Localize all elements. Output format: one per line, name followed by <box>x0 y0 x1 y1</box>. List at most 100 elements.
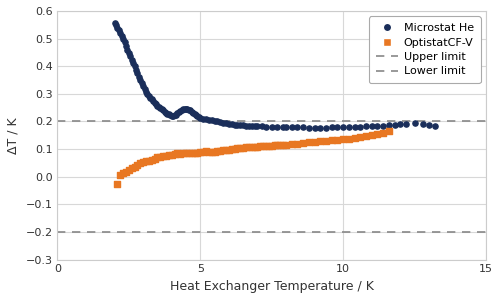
Microstat He <box>248 124 256 128</box>
OptistatCF-V <box>385 129 393 134</box>
Microstat He <box>178 107 186 112</box>
Microstat He <box>155 105 163 110</box>
Microstat He <box>142 89 150 94</box>
Microstat He <box>190 111 198 116</box>
Microstat He <box>219 120 227 125</box>
OptistatCF-V <box>194 150 202 155</box>
OptistatCF-V <box>116 173 124 178</box>
Microstat He <box>356 124 364 129</box>
Microstat He <box>188 109 196 114</box>
Microstat He <box>258 124 266 129</box>
Microstat He <box>194 113 202 118</box>
OptistatCF-V <box>202 149 210 154</box>
OptistatCF-V <box>134 163 141 167</box>
Microstat He <box>128 57 136 62</box>
OptistatCF-V <box>168 152 176 157</box>
OptistatCF-V <box>245 145 253 150</box>
OptistatCF-V <box>274 143 281 148</box>
Microstat He <box>228 122 236 127</box>
OptistatCF-V <box>374 131 382 136</box>
OptistatCF-V <box>208 150 216 155</box>
Microstat He <box>222 121 230 125</box>
Microstat He <box>125 50 133 55</box>
OptistatCF-V <box>119 171 127 176</box>
Microstat He <box>165 112 173 117</box>
OptistatCF-V <box>222 148 230 153</box>
Microstat He <box>148 97 156 102</box>
Microstat He <box>189 110 197 115</box>
Microstat He <box>390 123 398 128</box>
OptistatCF-V <box>250 145 258 149</box>
Microstat He <box>168 113 176 118</box>
OptistatCF-V <box>210 149 218 154</box>
Microstat He <box>166 113 174 118</box>
Microstat He <box>322 125 330 130</box>
Microstat He <box>254 124 262 129</box>
Microstat He <box>134 71 141 76</box>
Microstat He <box>368 124 376 129</box>
OptistatCF-V <box>179 151 187 155</box>
Microstat He <box>144 92 152 96</box>
Microstat He <box>245 124 253 128</box>
Microstat He <box>268 124 276 129</box>
OptistatCF-V <box>268 143 276 148</box>
OptistatCF-V <box>236 146 244 150</box>
Microstat He <box>234 122 241 127</box>
OptistatCF-V <box>130 164 138 169</box>
Microstat He <box>239 123 247 128</box>
Microstat He <box>176 109 184 113</box>
Microstat He <box>279 124 287 129</box>
Microstat He <box>216 120 224 124</box>
Microstat He <box>124 47 132 52</box>
Microstat He <box>202 117 210 122</box>
OptistatCF-V <box>270 143 278 148</box>
OptistatCF-V <box>196 150 204 155</box>
Microstat He <box>419 121 427 126</box>
Microstat He <box>132 67 140 72</box>
OptistatCF-V <box>125 167 133 172</box>
OptistatCF-V <box>190 151 198 155</box>
Microstat He <box>139 84 147 88</box>
Microstat He <box>196 116 204 121</box>
Microstat He <box>208 118 216 123</box>
Microstat He <box>175 110 183 115</box>
Microstat He <box>402 121 410 126</box>
OptistatCF-V <box>310 140 318 144</box>
Microstat He <box>205 117 213 122</box>
Microstat He <box>186 108 194 113</box>
Microstat He <box>159 108 167 113</box>
OptistatCF-V <box>248 145 256 149</box>
OptistatCF-V <box>170 152 178 156</box>
Microstat He <box>120 40 128 44</box>
Microstat He <box>152 102 160 107</box>
OptistatCF-V <box>350 136 358 140</box>
OptistatCF-V <box>159 154 167 159</box>
OptistatCF-V <box>322 138 330 143</box>
OptistatCF-V <box>185 150 193 155</box>
Microstat He <box>362 124 370 129</box>
Microstat He <box>396 122 404 127</box>
OptistatCF-V <box>345 136 353 141</box>
Microstat He <box>282 125 290 130</box>
Microstat He <box>350 124 358 129</box>
Microstat He <box>145 94 153 98</box>
OptistatCF-V <box>368 133 376 138</box>
OptistatCF-V <box>282 142 290 147</box>
OptistatCF-V <box>142 159 150 164</box>
Microstat He <box>130 64 138 69</box>
Microstat He <box>328 125 336 130</box>
Microstat He <box>138 81 146 86</box>
OptistatCF-V <box>228 147 236 152</box>
Microstat He <box>179 107 187 112</box>
OptistatCF-V <box>216 148 224 153</box>
OptistatCF-V <box>234 146 241 151</box>
Microstat He <box>410 121 418 125</box>
OptistatCF-V <box>316 139 324 144</box>
Microstat He <box>299 125 307 130</box>
OptistatCF-V <box>328 138 336 143</box>
OptistatCF-V <box>288 142 296 146</box>
Microstat He <box>339 124 347 129</box>
OptistatCF-V <box>114 182 122 187</box>
Microstat He <box>164 111 172 116</box>
OptistatCF-V <box>294 141 302 146</box>
